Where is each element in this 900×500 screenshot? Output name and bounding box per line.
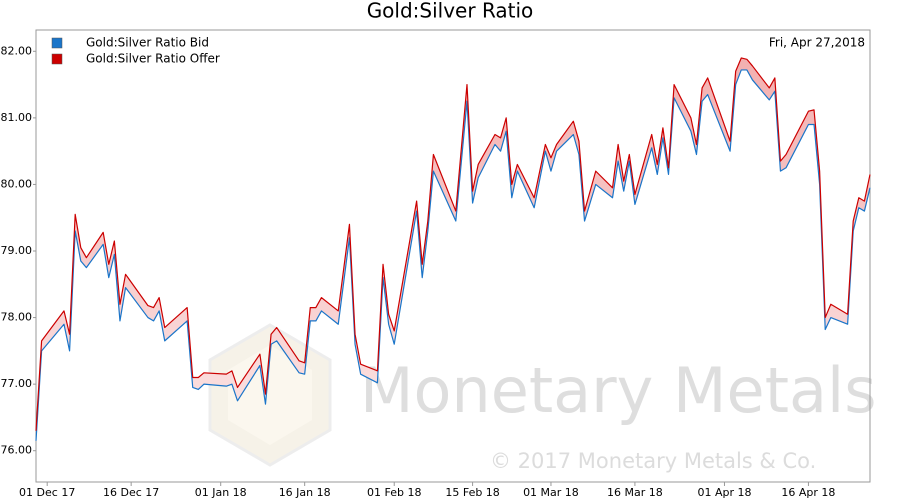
y-tick-label: 80.00 [1,177,33,190]
date-annotation: Fri, Apr 27,2018 [769,36,865,50]
series-line [35,69,871,441]
watermark: Monetary Metals [360,354,877,427]
x-tick-label: 16 Dec 17 [103,486,159,499]
plot-frame [35,29,871,483]
legend-swatch [51,37,63,49]
legend-label: Gold:Silver Ratio Bid [86,36,209,50]
y-tick-label: 82.00 [1,44,33,57]
copyright: © 2017 Monetary Metals & Co. [490,449,816,473]
y-tick-label: 76.00 [1,444,33,457]
legend-swatch [51,53,63,65]
y-tick-label: 78.00 [1,311,33,324]
x-tick-label: 15 Feb 18 [445,486,499,499]
x-tick-label: 01 Dec 17 [19,486,75,499]
x-tick-label: 01 Feb 18 [367,486,421,499]
series-line [35,57,871,431]
x-tick-label: 16 Jan 18 [279,486,331,499]
chart-title: Gold:Silver Ratio [367,0,534,23]
y-tick-label: 81.00 [1,111,33,124]
x-tick-label: 01 Mar 18 [523,486,579,499]
x-tick-label: 01 Apr 18 [697,486,751,499]
y-tick-label: 79.00 [1,244,33,257]
x-tick-label: 16 Mar 18 [607,486,663,499]
x-tick-label: 01 Jan 18 [195,486,247,499]
x-tick-label: 16 Apr 18 [781,486,835,499]
y-tick-label: 77.00 [1,377,33,390]
legend-label: Gold:Silver Ratio Offer [86,52,220,66]
